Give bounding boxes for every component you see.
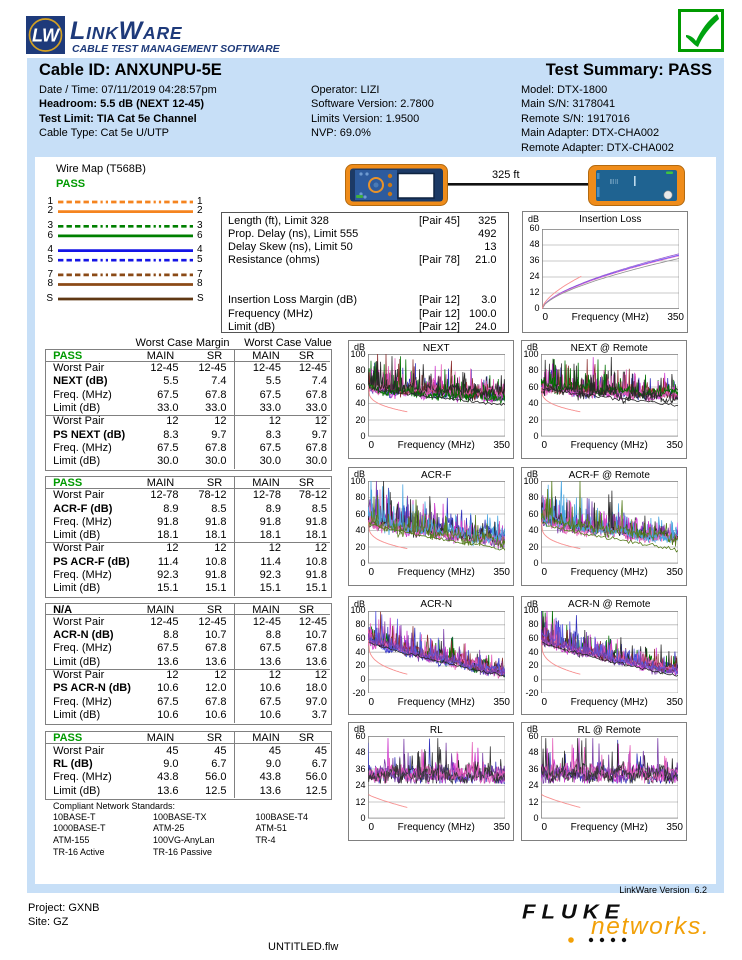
svg-text:LW: LW — [32, 26, 61, 46]
svg-text:||| ||: ||| || — [610, 179, 618, 185]
